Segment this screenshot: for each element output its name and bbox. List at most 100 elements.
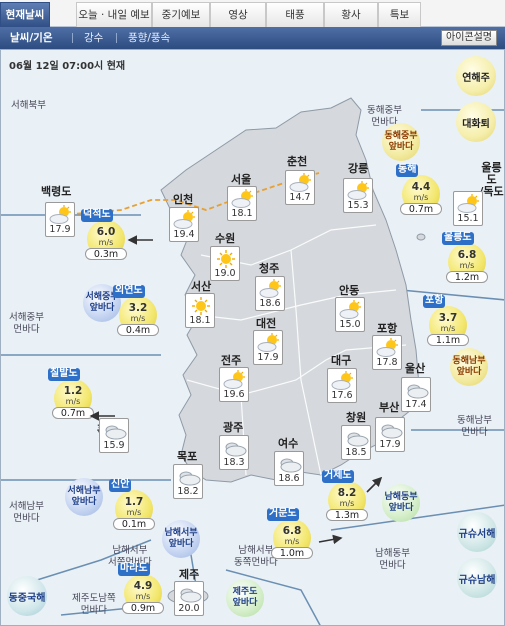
subtab-weather-temp[interactable]: 날씨/기온 — [10, 32, 53, 44]
subtab-wind[interactable]: 풍향/풍속 — [128, 32, 171, 44]
city-label: 청주 — [259, 262, 280, 275]
zone-south-west-coastal[interactable]: 남해서부 앞바다 — [162, 520, 200, 558]
buoy-wind-speed: 1.7 — [124, 496, 144, 508]
city-weather-box[interactable]: 17.9 — [253, 330, 283, 365]
city-weather-box[interactable]: 17.9 — [375, 417, 405, 452]
city-weather-box[interactable]: 15.1 — [453, 191, 483, 226]
subtab-divider — [116, 33, 117, 43]
region-button-kyushu-west[interactable]: 규슈서해 — [457, 512, 497, 552]
icon-legend-button[interactable]: 아이콘설명 — [441, 30, 497, 46]
city-label: 울릉도 /독도 — [479, 161, 504, 198]
city-temperature: 18.1 — [189, 315, 211, 326]
city-temperature: 17.9 — [257, 352, 279, 363]
city-temperature: 17.9 — [49, 224, 71, 235]
buoy-marker[interactable]: 울릉도 6.8 m/s 1.2m — [442, 232, 488, 283]
buoy-marker[interactable]: 마라도 4.9 m/s 0.9m — [118, 563, 164, 614]
zone-south-east-coastal[interactable]: 남해동부 앞바다 — [382, 484, 420, 522]
city-weather-box[interactable]: 15.9 — [99, 418, 129, 453]
city-temperature: 15.1 — [457, 213, 479, 224]
city-weather-box[interactable]: 18.1 — [185, 293, 215, 328]
city-temperature: 18.6 — [259, 298, 281, 309]
city-label: 전주 — [221, 354, 242, 367]
buoy-name: 신안 — [109, 479, 132, 492]
city-weather-box[interactable]: 18.6 — [274, 451, 304, 486]
buoy-marker[interactable]: 칠발도 1.2 m/s 0.7m — [48, 368, 94, 419]
city-temperature: 20.0 — [178, 603, 200, 614]
city-temperature: 19.4 — [173, 229, 195, 240]
buoy-marker[interactable]: 거제도 8.2 m/s 1.3m — [322, 470, 368, 521]
buoy-wind-speed: 3.2 — [128, 302, 148, 314]
subtab-precipitation[interactable]: 강수 — [84, 32, 104, 44]
buoy-marker[interactable]: 동해 4.4 m/s 0.7m — [396, 164, 442, 215]
region-button-kyushu-south[interactable]: 규슈남해 — [457, 558, 497, 598]
tab-yellow-dust[interactable]: 황사 — [324, 2, 378, 27]
city-weather-box[interactable]: 14.7 — [285, 170, 315, 205]
buoy-wind-speed: 6.8 — [457, 249, 477, 261]
buoy-wave-height: 1.3m — [326, 509, 368, 521]
region-button-primorsky[interactable]: 연해주 — [456, 56, 496, 96]
region-button-yamato-bank[interactable]: 대화퇴 — [456, 102, 496, 142]
buoy-name: 울릉도 — [442, 232, 474, 245]
buoy-wind-unit: m/s — [126, 508, 142, 517]
city-label: 수원 — [215, 232, 236, 245]
buoy-marker[interactable]: 덕적도 6.0 m/s 0.3m — [81, 209, 127, 260]
city-weather-box[interactable]: 18.6 — [255, 276, 285, 311]
buoy-marker[interactable]: 외연도 3.2 m/s 0.4m — [113, 285, 159, 336]
buoy-wind-unit: m/s — [459, 261, 475, 270]
city-label: 대전 — [256, 317, 277, 330]
buoy-wind-unit: m/s — [413, 193, 429, 202]
main-tab-bar: 현재날씨 오늘 · 내일 예보 중기예보 영상 태풍 황사 특보 — [0, 0, 505, 27]
sea-label-east-south: 동해남부 먼바다 — [457, 415, 492, 438]
city-weather-box[interactable]: 17.9 — [45, 202, 75, 237]
city-weather-box[interactable]: 17.6 — [327, 368, 357, 403]
sea-label-east-central: 동해중부 먼바다 — [367, 105, 402, 128]
buoy-wind-unit: m/s — [65, 397, 81, 406]
buoy-marker[interactable]: 신안 1.7 m/s 0.1m — [109, 479, 155, 530]
buoy-wind-speed: 4.9 — [133, 580, 153, 592]
city-label: 강릉 — [348, 162, 369, 175]
city-weather-box[interactable]: 20.0 — [174, 581, 204, 616]
city-weather-box[interactable]: 15.0 — [335, 297, 365, 332]
buoy-name: 동해 — [396, 164, 419, 177]
tab-typhoon[interactable]: 태풍 — [266, 2, 324, 27]
buoy-wave-height: 1.1m — [427, 334, 469, 346]
zone-jeju-coastal[interactable]: 제주도 앞바다 — [226, 579, 264, 617]
buoy-name: 덕적도 — [81, 209, 113, 222]
city-temperature: 17.6 — [331, 390, 353, 401]
city-weather-box[interactable]: 17.4 — [401, 377, 431, 412]
tab-mid-term[interactable]: 중기예보 — [152, 2, 210, 27]
region-button-east-china-sea[interactable]: 동중국해 — [7, 576, 47, 616]
zone-east-central-coastal[interactable]: 동해중부 앞바다 — [382, 123, 420, 161]
city-weather-box[interactable]: 18.3 — [219, 435, 249, 470]
tab-current-weather[interactable]: 현재날씨 — [0, 2, 50, 27]
tab-today-tomorrow[interactable]: 오늘 · 내일 예보 — [76, 2, 152, 27]
city-weather-box[interactable]: 19.0 — [210, 246, 240, 281]
city-label: 서산 — [191, 280, 212, 293]
observation-timestamp: 06월 12일 07:00시 현재 — [9, 61, 126, 72]
city-temperature: 18.5 — [345, 447, 367, 458]
buoy-wind-unit: m/s — [284, 537, 300, 546]
tab-imagery[interactable]: 영상 — [210, 2, 266, 27]
city-temperature: 18.6 — [278, 473, 300, 484]
city-weather-box[interactable]: 17.8 — [372, 335, 402, 370]
tab-warnings[interactable]: 특보 — [378, 2, 421, 27]
sub-tab-bar: 날씨/기온 강수 풍향/풍속 아이콘설명 — [0, 27, 505, 49]
buoy-wave-height: 0.9m — [122, 602, 164, 614]
buoy-name: 거제도 — [322, 470, 354, 483]
city-temperature: 14.7 — [289, 192, 311, 203]
zone-east-south-coastal[interactable]: 동해남부 앞바다 — [450, 348, 488, 386]
city-weather-box[interactable]: 18.5 — [341, 425, 371, 460]
city-weather-box[interactable]: 15.3 — [343, 178, 373, 213]
buoy-marker[interactable]: 거문도 6.8 m/s 1.0m — [267, 508, 313, 559]
buoy-wave-height: 1.2m — [446, 271, 488, 283]
sea-label-west-central: 서해중부 먼바다 — [9, 312, 44, 335]
city-weather-box[interactable]: 19.4 — [169, 207, 199, 242]
zone-west-south-coastal[interactable]: 서해남부 앞바다 — [65, 478, 103, 516]
buoy-wind-unit: m/s — [130, 314, 146, 323]
buoy-marker[interactable]: 포항 3.7 m/s 1.1m — [423, 295, 469, 346]
sea-label-south-east: 남해동부 먼바다 — [375, 548, 410, 571]
city-label: 여수 — [278, 437, 299, 450]
city-weather-box[interactable]: 18.1 — [227, 186, 257, 221]
city-weather-box[interactable]: 18.2 — [173, 464, 203, 499]
city-weather-box[interactable]: 19.6 — [219, 367, 249, 402]
